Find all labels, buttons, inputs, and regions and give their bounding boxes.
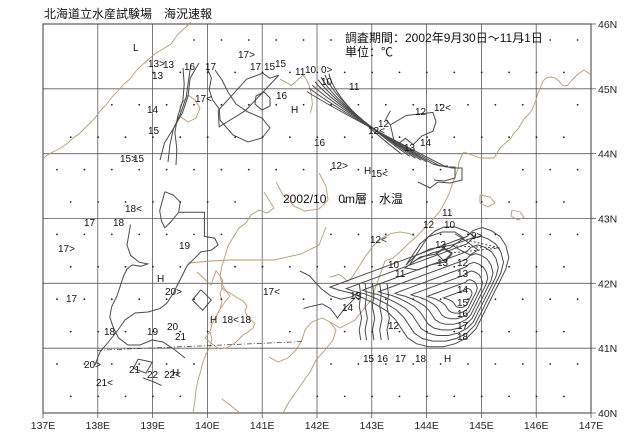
svg-text:13: 13 [350, 291, 362, 302]
svg-text:16: 16 [457, 309, 469, 320]
svg-text:12: 12 [388, 321, 400, 332]
svg-text:14: 14 [420, 138, 432, 149]
svg-text:単位：℃: 単位：℃ [345, 44, 393, 59]
svg-text:13: 13 [404, 143, 416, 154]
svg-text:45N: 45N [598, 84, 617, 96]
svg-text:139E: 139E [140, 420, 165, 432]
svg-text:11: 11 [349, 82, 360, 93]
svg-text:12>: 12> [331, 161, 348, 172]
svg-text:13: 13 [163, 60, 175, 71]
svg-text:0>: 0> [321, 65, 333, 76]
svg-text:17: 17 [84, 218, 96, 229]
svg-text:16: 16 [276, 91, 288, 102]
svg-text:145E: 145E [469, 420, 494, 432]
svg-text:17: 17 [66, 294, 78, 305]
svg-text:137E: 137E [31, 420, 56, 432]
svg-text:147E: 147E [579, 420, 604, 432]
svg-text:13: 13 [435, 240, 447, 251]
svg-text:15: 15 [264, 62, 276, 73]
svg-text:15<: 15< [371, 169, 388, 180]
svg-text:42N: 42N [598, 278, 617, 290]
svg-text:17: 17 [395, 354, 407, 365]
svg-text:12: 12 [415, 107, 427, 118]
svg-text:20>: 20> [84, 360, 101, 371]
svg-text:12<: 12< [434, 103, 451, 114]
svg-text:140E: 140E [195, 420, 220, 432]
svg-text:14: 14 [147, 105, 159, 116]
svg-text:21<: 21< [96, 378, 113, 389]
svg-text:L: L [133, 43, 139, 54]
svg-text:16: 16 [184, 62, 196, 73]
svg-text:H: H [444, 354, 451, 365]
svg-text:調査期間：2002年9月30日～11月1日: 調査期間：2002年9月30日～11月1日 [345, 31, 543, 45]
svg-text:17<: 17< [263, 287, 280, 298]
svg-text:12<: 12< [370, 235, 387, 246]
svg-text:15: 15 [363, 354, 375, 365]
svg-text:17>: 17> [238, 50, 255, 61]
svg-text:22: 22 [147, 370, 159, 381]
svg-text:18: 18 [104, 327, 116, 338]
svg-text:13: 13 [152, 71, 164, 82]
svg-text:H: H [172, 368, 179, 379]
svg-text:2002/10 0m層 水温: 2002/10 0m層 水温 [283, 192, 403, 206]
svg-text:17: 17 [250, 62, 262, 73]
svg-text:13: 13 [457, 269, 469, 280]
svg-text:143E: 143E [360, 420, 385, 432]
svg-text:18<: 18< [222, 315, 239, 326]
svg-text:46N: 46N [598, 19, 617, 31]
svg-text:15: 15 [275, 59, 287, 70]
svg-text:17<: 17< [195, 94, 212, 105]
svg-text:15: 15 [133, 154, 145, 165]
svg-text:12<: 12< [368, 126, 385, 137]
svg-text:12: 12 [423, 220, 435, 231]
svg-text:14: 14 [342, 303, 354, 314]
svg-text:10: 10 [305, 65, 317, 76]
svg-text:19: 19 [179, 241, 191, 252]
svg-text:15: 15 [148, 126, 160, 137]
svg-text:20>: 20> [165, 287, 182, 298]
svg-text:21: 21 [129, 365, 141, 376]
svg-text:16: 16 [377, 354, 389, 365]
svg-text:H: H [291, 105, 298, 116]
svg-text:11: 11 [395, 269, 406, 280]
svg-text:21: 21 [175, 332, 187, 343]
svg-text:13: 13 [437, 258, 449, 269]
svg-text:141E: 141E [250, 420, 275, 432]
svg-text:14: 14 [457, 285, 469, 296]
svg-text:18: 18 [415, 354, 427, 365]
svg-text:138E: 138E [86, 420, 111, 432]
svg-text:北海道立水産試験場 海況速報: 北海道立水産試験場 海況速報 [44, 6, 212, 21]
svg-text:10: 10 [444, 220, 456, 231]
svg-text:H: H [210, 315, 217, 326]
svg-text:17: 17 [457, 321, 469, 332]
svg-text:18<: 18< [125, 204, 142, 215]
svg-text:43N: 43N [598, 214, 617, 226]
svg-text:12: 12 [457, 258, 469, 269]
svg-text:41N: 41N [598, 343, 617, 355]
svg-text:40N: 40N [598, 408, 617, 420]
svg-text:H: H [157, 274, 164, 285]
svg-text:17>: 17> [58, 244, 75, 255]
svg-text:146E: 146E [524, 420, 549, 432]
svg-text:18: 18 [113, 218, 125, 229]
svg-text:15: 15 [457, 298, 469, 309]
svg-text:10: 10 [321, 77, 333, 88]
svg-text:16: 16 [314, 138, 326, 149]
svg-text:18: 18 [240, 315, 252, 326]
svg-text:9>: 9> [471, 231, 483, 242]
svg-text:19: 19 [147, 327, 159, 338]
svg-text:17: 17 [205, 62, 217, 73]
svg-text:44N: 44N [598, 149, 617, 161]
svg-text:142E: 142E [305, 420, 330, 432]
svg-text:11: 11 [442, 208, 453, 219]
svg-text:18: 18 [457, 332, 469, 343]
svg-text:144E: 144E [414, 420, 439, 432]
